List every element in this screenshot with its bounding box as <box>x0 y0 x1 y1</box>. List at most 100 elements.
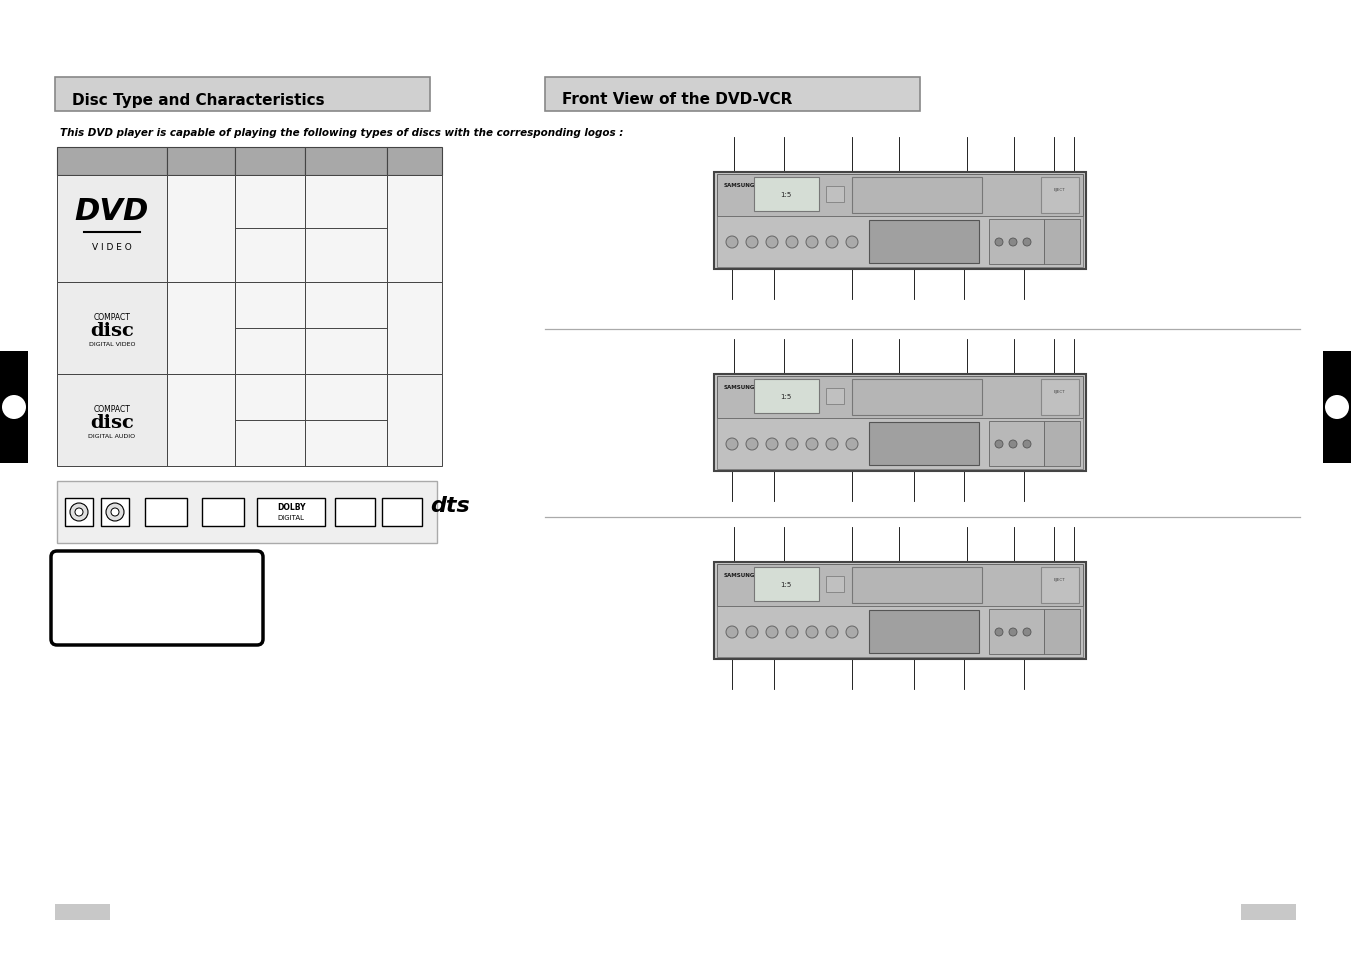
Circle shape <box>105 503 124 521</box>
Bar <box>852 379 982 416</box>
Circle shape <box>1023 440 1031 449</box>
Bar <box>335 498 376 526</box>
Bar <box>145 498 186 526</box>
Bar <box>101 498 128 526</box>
Bar <box>386 148 442 175</box>
Bar <box>235 375 305 467</box>
Bar <box>869 221 979 264</box>
Bar <box>235 148 305 175</box>
Bar <box>989 220 1044 265</box>
Bar <box>55 78 430 112</box>
Bar <box>852 178 982 213</box>
Bar <box>544 78 920 112</box>
Bar <box>825 577 844 593</box>
Circle shape <box>825 236 838 249</box>
Circle shape <box>825 626 838 639</box>
Bar <box>386 375 442 467</box>
Bar <box>168 283 235 375</box>
Bar <box>1044 609 1079 655</box>
Circle shape <box>746 236 758 249</box>
Bar <box>57 375 168 467</box>
Text: SAMSUNG: SAMSUNG <box>724 385 755 390</box>
FancyBboxPatch shape <box>51 552 263 645</box>
Bar <box>57 481 436 543</box>
Text: DIGITAL AUDIO: DIGITAL AUDIO <box>88 434 135 439</box>
Bar <box>852 567 982 603</box>
Bar <box>0 352 28 463</box>
Bar <box>305 175 386 283</box>
Circle shape <box>846 438 858 451</box>
Bar <box>1042 178 1079 213</box>
Circle shape <box>1325 395 1350 419</box>
Circle shape <box>807 438 817 451</box>
Text: Front View of the DVD-VCR: Front View of the DVD-VCR <box>562 92 793 108</box>
Circle shape <box>994 440 1002 449</box>
Bar <box>203 498 245 526</box>
Bar <box>1044 421 1079 467</box>
Text: EJECT: EJECT <box>1054 188 1066 192</box>
Text: 1:5: 1:5 <box>781 581 792 587</box>
Bar <box>168 175 235 283</box>
Bar <box>1042 567 1079 603</box>
Circle shape <box>725 626 738 639</box>
Text: SAMSUNG: SAMSUNG <box>724 183 755 188</box>
Circle shape <box>76 509 82 517</box>
Bar <box>57 283 168 375</box>
Text: DVD: DVD <box>74 196 149 225</box>
Circle shape <box>766 438 778 451</box>
Bar <box>825 389 844 405</box>
Bar <box>717 216 1084 268</box>
Bar <box>717 376 1084 418</box>
Circle shape <box>786 626 798 639</box>
Bar <box>713 172 1086 270</box>
Bar <box>305 375 386 467</box>
Circle shape <box>1023 628 1031 637</box>
Bar <box>305 148 386 175</box>
Bar <box>754 379 819 414</box>
Bar <box>989 421 1044 467</box>
Bar <box>55 904 109 920</box>
Circle shape <box>111 509 119 517</box>
Bar <box>65 498 93 526</box>
Text: 1:5: 1:5 <box>781 394 792 399</box>
Bar <box>869 610 979 654</box>
Text: dts: dts <box>430 496 470 516</box>
Text: V I D E O: V I D E O <box>92 242 132 252</box>
Bar <box>1044 220 1079 265</box>
Text: COMPACT: COMPACT <box>93 404 131 413</box>
Text: DIGITAL: DIGITAL <box>277 515 304 520</box>
Bar <box>57 148 168 175</box>
Bar <box>235 283 305 375</box>
Bar <box>869 422 979 465</box>
Circle shape <box>994 239 1002 247</box>
Text: disc: disc <box>91 322 134 339</box>
Circle shape <box>766 626 778 639</box>
Bar <box>1242 904 1296 920</box>
Circle shape <box>1009 628 1017 637</box>
Circle shape <box>766 236 778 249</box>
Bar <box>717 564 1084 606</box>
Text: This DVD player is capable of playing the following types of discs with the corr: This DVD player is capable of playing th… <box>59 128 623 138</box>
Bar <box>386 175 442 283</box>
Bar <box>754 567 819 601</box>
Circle shape <box>825 438 838 451</box>
Circle shape <box>846 236 858 249</box>
Bar <box>382 498 422 526</box>
Text: EJECT: EJECT <box>1054 390 1066 394</box>
Circle shape <box>807 626 817 639</box>
Circle shape <box>70 503 88 521</box>
Circle shape <box>994 628 1002 637</box>
Bar <box>989 609 1044 655</box>
Text: disc: disc <box>91 414 134 432</box>
Bar <box>57 175 168 283</box>
Text: Disc Type and Characteristics: Disc Type and Characteristics <box>72 92 324 108</box>
Circle shape <box>1009 239 1017 247</box>
Circle shape <box>725 438 738 451</box>
Text: 1:5: 1:5 <box>781 192 792 198</box>
Text: COMPACT: COMPACT <box>93 313 131 321</box>
Bar <box>1042 379 1079 416</box>
Circle shape <box>786 438 798 451</box>
Circle shape <box>846 626 858 639</box>
Circle shape <box>1 395 26 419</box>
Bar <box>386 283 442 375</box>
